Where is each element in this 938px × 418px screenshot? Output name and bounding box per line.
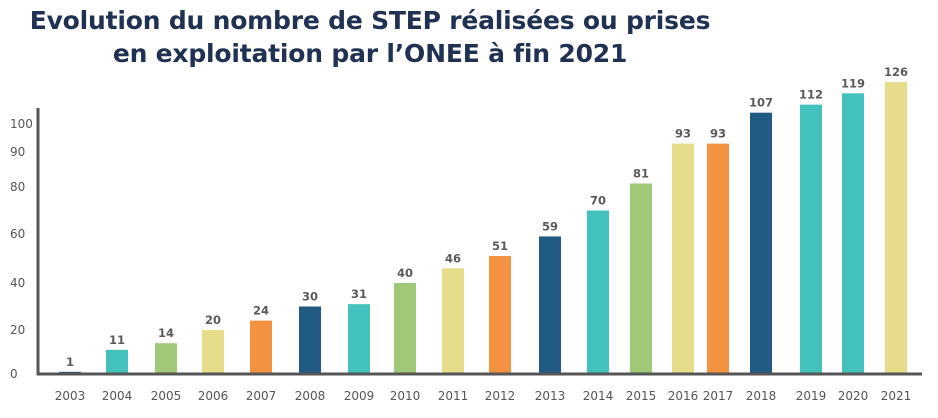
bar-2021 (885, 82, 907, 374)
x-tick-label-2010: 2010 (390, 389, 421, 403)
data-label-2006: 20 (205, 313, 221, 327)
data-label-2007: 24 (253, 304, 269, 318)
data-label-2019: 112 (799, 88, 823, 102)
bar-2010 (394, 283, 416, 374)
data-label-2008: 30 (302, 290, 318, 304)
data-label-2012: 51 (492, 239, 508, 253)
x-tick-label-2004: 2004 (102, 389, 133, 403)
bar-2017 (707, 143, 729, 374)
y-tick-label: 60 (10, 227, 25, 241)
bars (59, 82, 907, 375)
bar-2014 (587, 210, 609, 374)
x-tick-label-2015: 2015 (626, 389, 657, 403)
x-tick-label-2007: 2007 (246, 389, 277, 403)
data-label-2010: 40 (397, 266, 413, 280)
x-tick-label-2017: 2017 (703, 389, 734, 403)
y-tick-label: 0 (10, 367, 18, 381)
bar-2007 (250, 320, 272, 374)
y-tick-label: 40 (10, 276, 25, 290)
data-label-2011: 46 (445, 251, 461, 265)
x-tick-label-2018: 2018 (746, 389, 777, 403)
data-label-2017: 93 (710, 127, 726, 141)
y-tick-label: 20 (10, 323, 25, 337)
bar-2011 (442, 268, 464, 374)
data-label-2016: 93 (675, 127, 691, 141)
y-tick-label: 100 (10, 117, 33, 131)
bar-2004 (106, 349, 128, 374)
chart-title-line-1: Evolution du nombre de STEP réalisées ou… (29, 6, 711, 35)
x-tick-label-2016: 2016 (668, 389, 699, 403)
x-tick-label-2003: 2003 (55, 389, 86, 403)
bar-2008 (299, 306, 321, 374)
data-label-2018: 107 (749, 96, 773, 110)
bar-2006 (202, 330, 224, 374)
bar-2019 (800, 104, 822, 374)
x-tick-label-2019: 2019 (796, 389, 827, 403)
x-axis-ticks: 2003 2004 2005 2006 2007 2008 2009 2010 2011 2012… (55, 389, 912, 403)
x-tick-label-2009: 2009 (344, 389, 375, 403)
bar-2015 (630, 183, 652, 374)
bar-2016 (672, 143, 694, 374)
x-tick-label-2014: 2014 (583, 389, 614, 403)
data-label-2004: 11 (109, 333, 125, 347)
x-tick-label-2006: 2006 (198, 389, 229, 403)
x-tick-label-2008: 2008 (295, 389, 326, 403)
x-tick-label-2021: 2021 (881, 389, 912, 403)
bar-2018 (750, 112, 772, 374)
y-tick-label: 80 (10, 180, 25, 194)
x-tick-label-2005: 2005 (151, 389, 182, 403)
chart-title-line-2: en exploitation par l’ONEE à fin 2021 (112, 39, 628, 68)
bar-2020 (842, 93, 864, 375)
bar-2012 (489, 256, 511, 374)
chart-title: Evolution du nombre de STEP réalisées ou… (0, 4, 740, 70)
data-label-2009: 31 (351, 287, 367, 301)
data-label-2003: 1 (66, 355, 74, 369)
y-axis-ticks: 0 20 40 60 80 90 100 (10, 117, 33, 381)
data-label-2013: 59 (542, 219, 558, 233)
y-tick-label: 90 (10, 145, 25, 159)
data-label-2020: 119 (841, 76, 865, 90)
x-tick-label-2013: 2013 (535, 389, 566, 403)
data-label-2005: 14 (158, 326, 174, 340)
bar-2005 (155, 343, 177, 374)
x-tick-label-2020: 2020 (838, 389, 869, 403)
x-tick-label-2011: 2011 (438, 389, 469, 403)
x-tick-label-2012: 2012 (485, 389, 516, 403)
data-label-2021: 126 (884, 65, 908, 79)
data-label-2015: 81 (633, 167, 649, 181)
bar-2009 (348, 304, 370, 374)
data-label-2014: 70 (590, 194, 606, 208)
bar-2013 (539, 236, 561, 374)
